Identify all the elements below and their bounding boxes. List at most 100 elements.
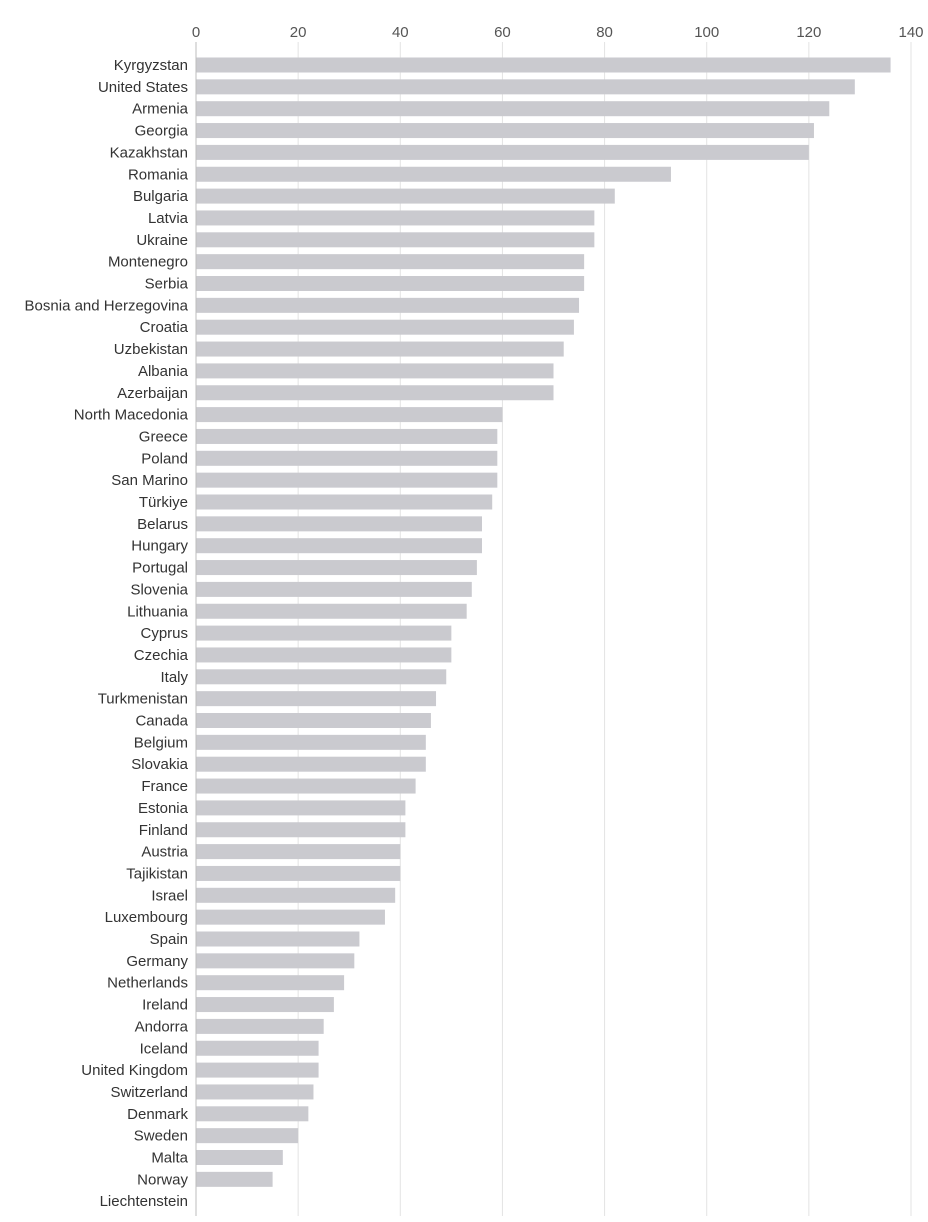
category-label: Greece [139, 428, 188, 445]
bar [196, 669, 447, 685]
category-label: Romania [128, 166, 189, 183]
category-label: Portugal [132, 560, 188, 577]
x-tick-label: 140 [898, 24, 923, 41]
bar [196, 254, 585, 270]
category-label: Liechtenstein [100, 1193, 188, 1210]
bar [196, 210, 595, 226]
bar [196, 822, 406, 838]
bar [196, 560, 477, 576]
category-label: Poland [141, 450, 188, 467]
bar [196, 800, 406, 816]
bar [196, 494, 493, 510]
category-label: Israel [151, 887, 188, 904]
category-label: France [141, 778, 188, 795]
category-label: Finland [139, 822, 188, 839]
bar [196, 1171, 273, 1187]
category-labels: Kyrgyzstan United States Armenia Georgia Kaz… [25, 57, 189, 1210]
bar [196, 1150, 283, 1165]
bar [196, 1040, 319, 1056]
bar [196, 778, 416, 794]
category-label: Estonia [138, 800, 189, 817]
bar [196, 57, 891, 73]
bar [196, 713, 431, 728]
category-label: Malta [151, 1150, 188, 1167]
category-label: Belgium [134, 734, 188, 751]
bar [196, 341, 564, 357]
bar [196, 953, 355, 969]
category-label: Czechia [134, 647, 189, 664]
category-label: Uzbekistan [114, 341, 188, 358]
category-label: Montenegro [108, 254, 188, 271]
category-label: Switzerland [110, 1084, 188, 1101]
category-label: Luxembourg [105, 909, 188, 926]
category-label: Lithuania [127, 603, 189, 620]
bars [196, 57, 891, 1187]
category-label: Cyprus [140, 625, 188, 642]
category-label: Denmark [127, 1106, 188, 1123]
bar [196, 625, 452, 641]
bar [196, 297, 580, 313]
category-label: Slovakia [131, 756, 188, 773]
bar [196, 1062, 319, 1078]
bar [196, 538, 482, 554]
category-label: Albania [138, 363, 189, 380]
category-label: Bosnia and Herzegovina [25, 297, 189, 314]
category-label: Croatia [140, 319, 189, 336]
bar [196, 232, 595, 248]
bar [196, 997, 334, 1013]
bar [196, 1106, 309, 1122]
bar [196, 975, 345, 991]
category-label: Italy [160, 669, 188, 686]
bar [196, 909, 385, 925]
bar [196, 887, 396, 903]
category-label: Azerbaijan [117, 385, 188, 402]
bar [196, 123, 814, 139]
category-label: Canada [135, 713, 188, 730]
x-tick-label: 20 [290, 24, 307, 41]
x-tick-label: 100 [694, 24, 719, 41]
category-label: Kazakhstan [110, 144, 188, 161]
category-label: United Kingdom [81, 1062, 188, 1079]
category-label: Germany [126, 953, 188, 970]
category-label: Sweden [134, 1128, 188, 1145]
category-label: Austria [141, 844, 188, 861]
category-label: North Macedonia [74, 407, 189, 424]
bar [196, 363, 554, 379]
bar [196, 319, 574, 335]
category-label: Kyrgyzstan [114, 57, 188, 74]
bar [196, 865, 401, 881]
bar [196, 166, 671, 182]
category-label: Norway [137, 1171, 188, 1188]
bar [196, 276, 585, 291]
x-tick-label: 120 [796, 24, 821, 41]
bar [196, 385, 554, 401]
bar [196, 603, 467, 619]
bar [196, 101, 830, 117]
category-label: Andorra [135, 1018, 189, 1035]
bar [196, 144, 809, 160]
category-label: Turkmenistan [98, 691, 188, 708]
bar [196, 450, 498, 466]
bar [196, 188, 615, 204]
bar [196, 647, 452, 663]
category-label: Ukraine [136, 232, 188, 249]
x-tick-label: 60 [494, 24, 511, 41]
bar [196, 581, 472, 597]
category-label: Bulgaria [133, 188, 189, 205]
category-label: Georgia [135, 123, 189, 140]
category-label: Ireland [142, 997, 188, 1014]
bar [196, 844, 401, 860]
category-label: Armenia [132, 101, 189, 118]
bar [196, 931, 360, 947]
bar [196, 756, 426, 772]
bar [196, 79, 855, 95]
category-label: Türkiye [139, 494, 188, 511]
category-label: Iceland [140, 1040, 188, 1057]
x-tick-label: 0 [192, 24, 200, 41]
category-label: Hungary [131, 538, 188, 555]
category-label: Latvia [148, 210, 189, 227]
bar [196, 691, 437, 707]
bar [196, 1084, 314, 1100]
x-tick-label: 80 [596, 24, 613, 41]
